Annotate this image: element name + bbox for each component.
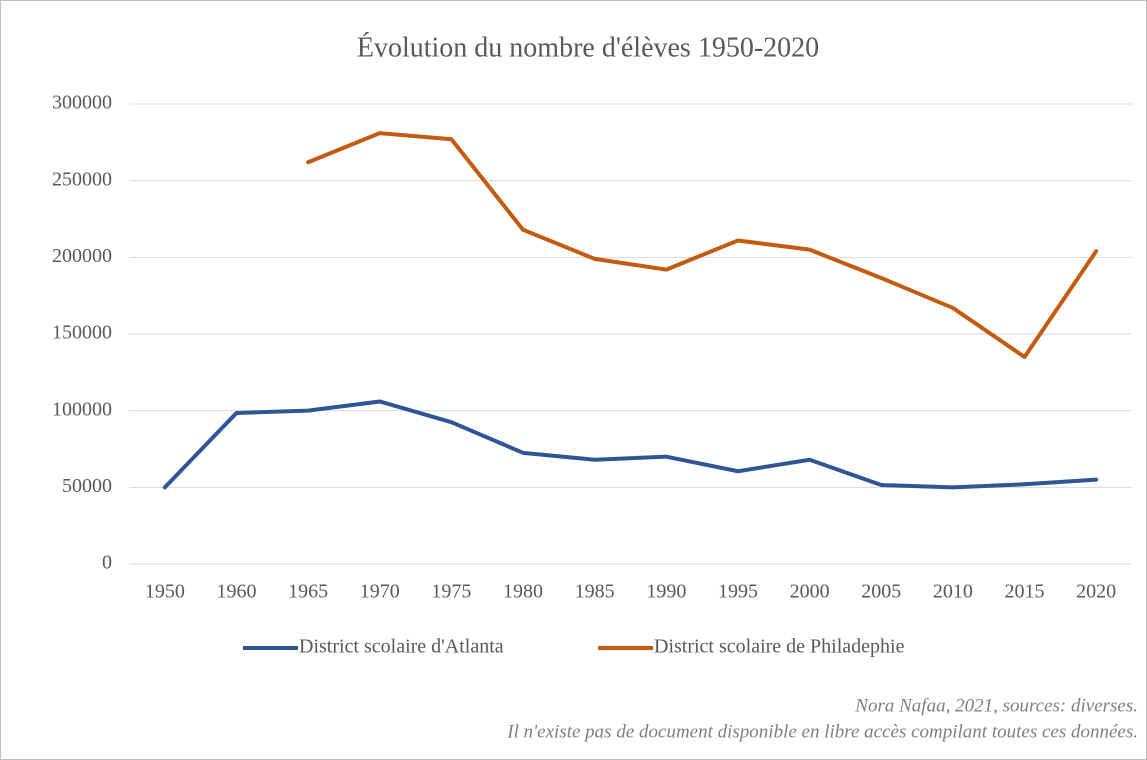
chart-title: Évolution du nombre d'élèves 1950-2020	[357, 32, 819, 63]
y-tick-label: 100000	[52, 398, 112, 420]
x-tick-label: 1975	[431, 581, 471, 603]
legend-label: District scolaire d'Atlanta	[299, 636, 504, 658]
note: Il n'existe pas de document disponible e…	[506, 721, 1138, 742]
x-tick-label: 1995	[718, 581, 758, 603]
y-tick-label: 150000	[52, 322, 112, 344]
x-tick-label: 2015	[1005, 581, 1045, 603]
note: Nora Nafaa, 2021, sources: diverses.	[854, 695, 1138, 716]
x-tick-label: 1960	[216, 581, 256, 603]
y-tick-label: 50000	[62, 475, 112, 497]
x-tick-label: 2005	[861, 581, 901, 603]
y-tick-label: 0	[102, 552, 112, 574]
legend-label: District scolaire de Philadephie	[654, 636, 905, 658]
x-tick-label: 1980	[503, 581, 543, 603]
x-tick-label: 1985	[575, 581, 615, 603]
series-line	[162, 399, 1099, 490]
x-tick-label: 1950	[145, 581, 185, 603]
x-tick-label: 1990	[646, 581, 686, 603]
y-tick-label: 250000	[52, 168, 112, 190]
x-tick-label: 1965	[288, 581, 328, 603]
x-tick-label: 1970	[360, 581, 400, 603]
series-line	[306, 131, 1099, 359]
y-tick-label: 200000	[52, 245, 112, 267]
y-tick-label: 300000	[52, 92, 112, 114]
x-tick-label: 2000	[790, 581, 830, 603]
x-tick-label: 2010	[933, 581, 973, 603]
x-tick-label: 2020	[1076, 581, 1116, 603]
